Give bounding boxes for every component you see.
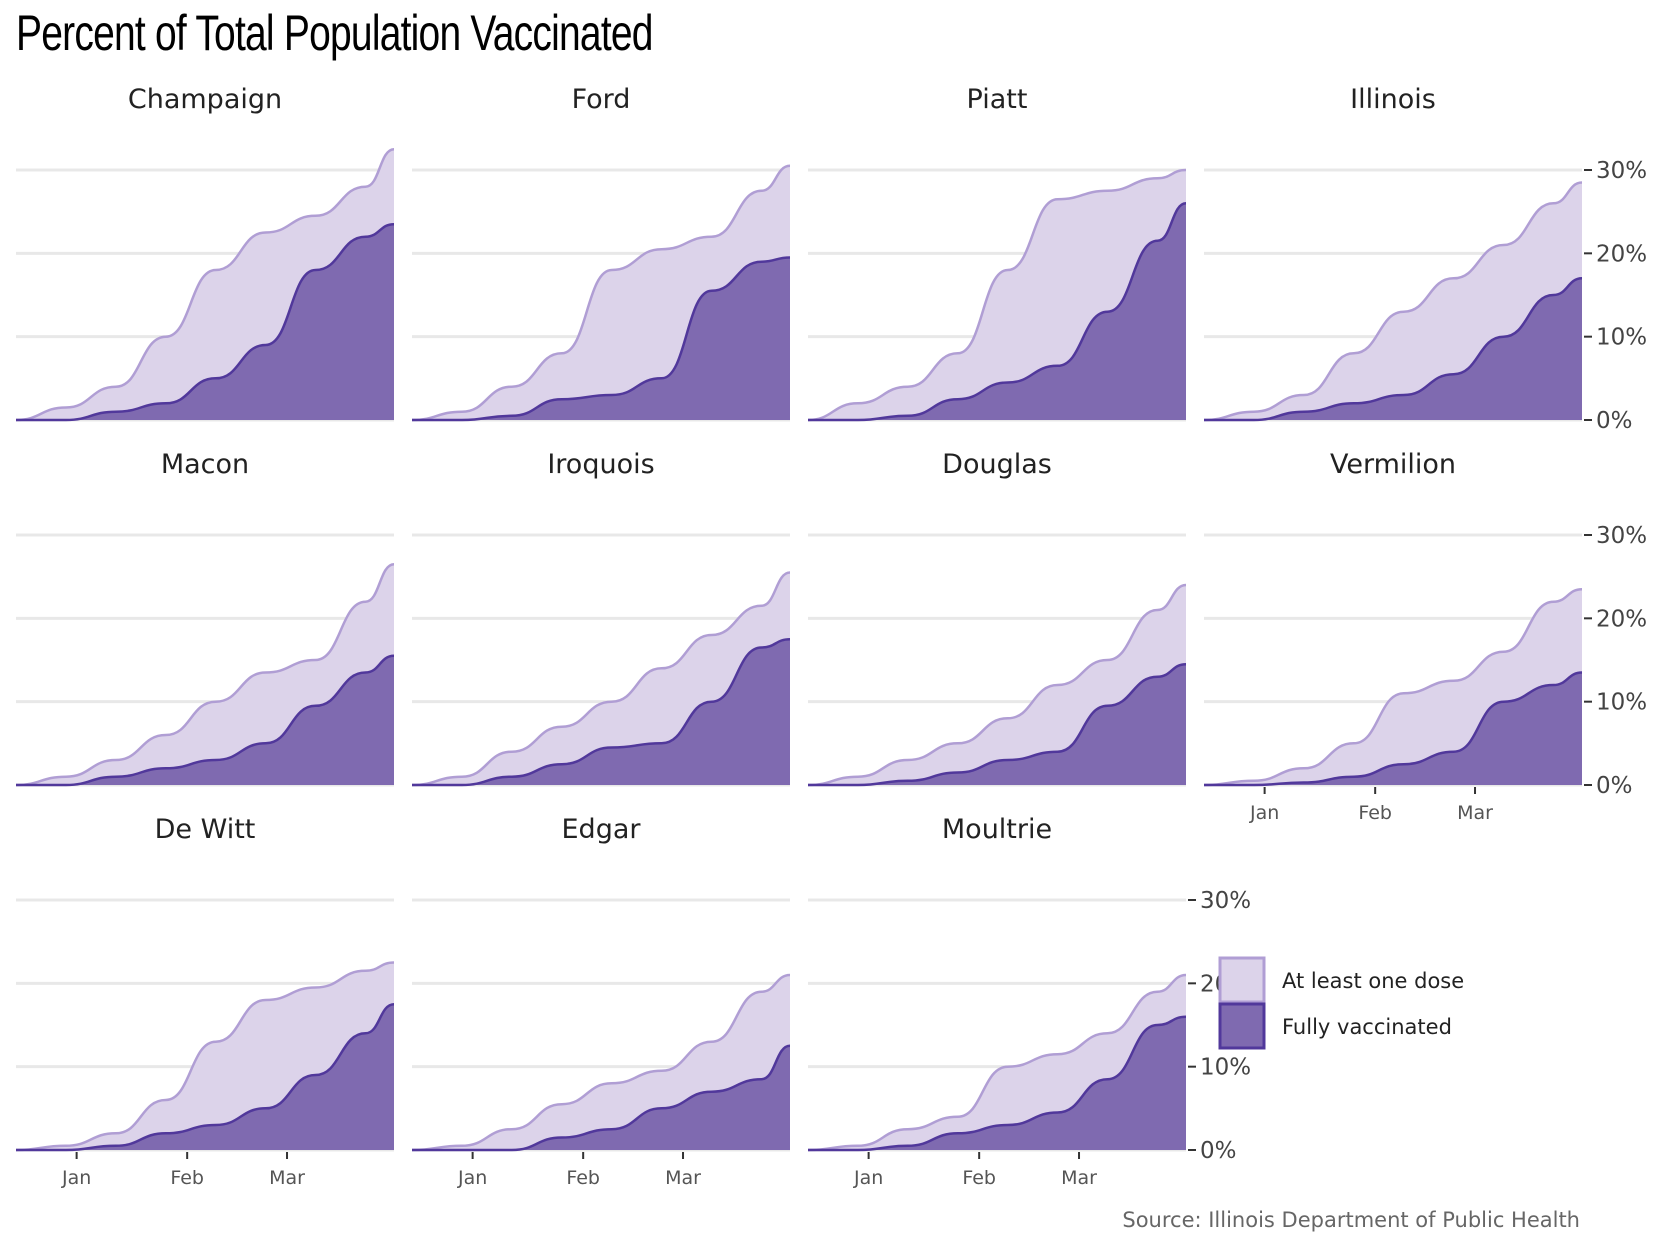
- line-at-least-one-dose: [807, 168, 1187, 422]
- x-tick-label: Jan: [61, 1167, 91, 1189]
- line-fully-vaccinated: [807, 662, 1187, 787]
- area-fully-vaccinated: [808, 1016, 1186, 1150]
- x-tick-label: Feb: [1358, 802, 1392, 824]
- line-at-least-one-dose: [1203, 587, 1583, 787]
- line-fully-vaccinated: [16, 1002, 395, 1152]
- area-fully-vaccinated: [808, 664, 1186, 785]
- area-fully-vaccinated: [412, 1045, 790, 1150]
- line-fully-vaccinated: [1203, 671, 1583, 787]
- facet-ford: Ford: [411, 84, 791, 422]
- facet-title: De Witt: [155, 814, 256, 845]
- facet-iroquois: Iroquois: [411, 449, 791, 787]
- legend-swatch-fully-vaccinated: [1218, 1002, 1266, 1050]
- line-at-least-one-dose: [411, 973, 791, 1152]
- x-tick-label: Jan: [1249, 802, 1279, 824]
- line-at-least-one-dose: [411, 164, 791, 422]
- facet-vermilion: Vermilion 0% 10% 20% 30% Jan Feb Mar: [1203, 449, 1647, 824]
- x-tick-label: Mar: [1457, 802, 1493, 824]
- line-fully-vaccinated: [412, 1044, 791, 1152]
- y-tick-label: 0%: [1200, 1138, 1237, 1164]
- area-fully-vaccinated: [16, 224, 394, 420]
- facet-champaign: Champaign: [15, 84, 395, 422]
- line-fully-vaccinated: [808, 1015, 1187, 1152]
- area-fully-vaccinated: [412, 257, 790, 420]
- source-note: Source: Illinois Department of Public He…: [1122, 1208, 1580, 1232]
- y-tick-label: 10%: [1200, 1055, 1251, 1081]
- line-fully-vaccinated: [411, 256, 791, 422]
- y-tick-label: 30%: [1596, 523, 1647, 549]
- line-fully-vaccinated: [1203, 277, 1583, 422]
- x-tick-label: Feb: [566, 1167, 600, 1189]
- y-tick-label: 30%: [1596, 158, 1647, 184]
- x-tick-label: Jan: [853, 1167, 883, 1189]
- legend: At least one dose Fully vaccinated: [1218, 956, 1464, 1050]
- area-fully-vaccinated: [16, 1004, 394, 1150]
- facet-title: Iroquois: [547, 449, 654, 480]
- line-fully-vaccinated: [15, 654, 395, 787]
- facet-title: Ford: [572, 84, 631, 115]
- line-at-least-one-dose: [807, 973, 1187, 1152]
- facet-macon: Macon: [15, 449, 395, 787]
- x-tick-label: Feb: [170, 1167, 204, 1189]
- legend-label-fully-vaccinated: Fully vaccinated: [1282, 1015, 1452, 1039]
- facet-edgar: Edgar Jan Feb Mar: [411, 814, 791, 1189]
- facet-title: Douglas: [942, 449, 1052, 480]
- y-tick-label: 10%: [1596, 690, 1647, 716]
- facet-title: Edgar: [562, 814, 642, 845]
- area-fully-vaccinated: [1204, 278, 1582, 420]
- x-tick-label: Jan: [457, 1167, 487, 1189]
- legend-swatch-at-least-one-dose: [1218, 956, 1266, 1004]
- facet-de-witt: De Witt Jan Feb Mar: [15, 814, 395, 1189]
- y-tick-label: 20%: [1596, 241, 1647, 267]
- facet-title: Macon: [161, 449, 249, 480]
- facet-title: Vermilion: [1330, 449, 1456, 480]
- x-tick-label: Mar: [665, 1167, 701, 1189]
- facet-title: Moultrie: [942, 814, 1052, 845]
- facet-title: Illinois: [1350, 84, 1436, 115]
- legend-label-at-least-one-dose: At least one dose: [1282, 969, 1464, 993]
- y-tick-label: 10%: [1596, 325, 1647, 351]
- area-fully-vaccinated: [412, 639, 790, 785]
- line-fully-vaccinated: [15, 222, 395, 422]
- y-tick-label: 0%: [1596, 408, 1633, 434]
- line-at-least-one-dose: [807, 583, 1187, 787]
- line-at-least-one-dose: [411, 571, 791, 787]
- line-fully-vaccinated: [411, 637, 791, 787]
- facet-title: Piatt: [967, 84, 1028, 115]
- line-at-least-one-dose: [15, 147, 395, 422]
- facet-title: Champaign: [128, 84, 282, 115]
- area-fully-vaccinated: [16, 655, 394, 785]
- line-at-least-one-dose: [15, 562, 395, 787]
- x-tick-label: Feb: [962, 1167, 996, 1189]
- line-at-least-one-dose: [1203, 181, 1583, 422]
- chart-title: Percent of Total Population Vaccinated: [16, 5, 653, 61]
- facet-piatt: Piatt: [807, 84, 1187, 422]
- x-tick-label: Mar: [1061, 1167, 1097, 1189]
- facet-douglas: Douglas: [807, 449, 1187, 787]
- x-tick-label: Mar: [269, 1167, 305, 1189]
- line-fully-vaccinated: [807, 202, 1187, 422]
- y-tick-label: 0%: [1596, 773, 1633, 799]
- y-tick-label: 20%: [1596, 606, 1647, 632]
- area-fully-vaccinated: [1204, 672, 1582, 785]
- facet-illinois: Illinois 0% 10% 20% 30%: [1203, 84, 1647, 434]
- line-at-least-one-dose: [15, 961, 395, 1152]
- area-fully-vaccinated: [808, 203, 1186, 420]
- y-tick-label: 30%: [1200, 888, 1251, 914]
